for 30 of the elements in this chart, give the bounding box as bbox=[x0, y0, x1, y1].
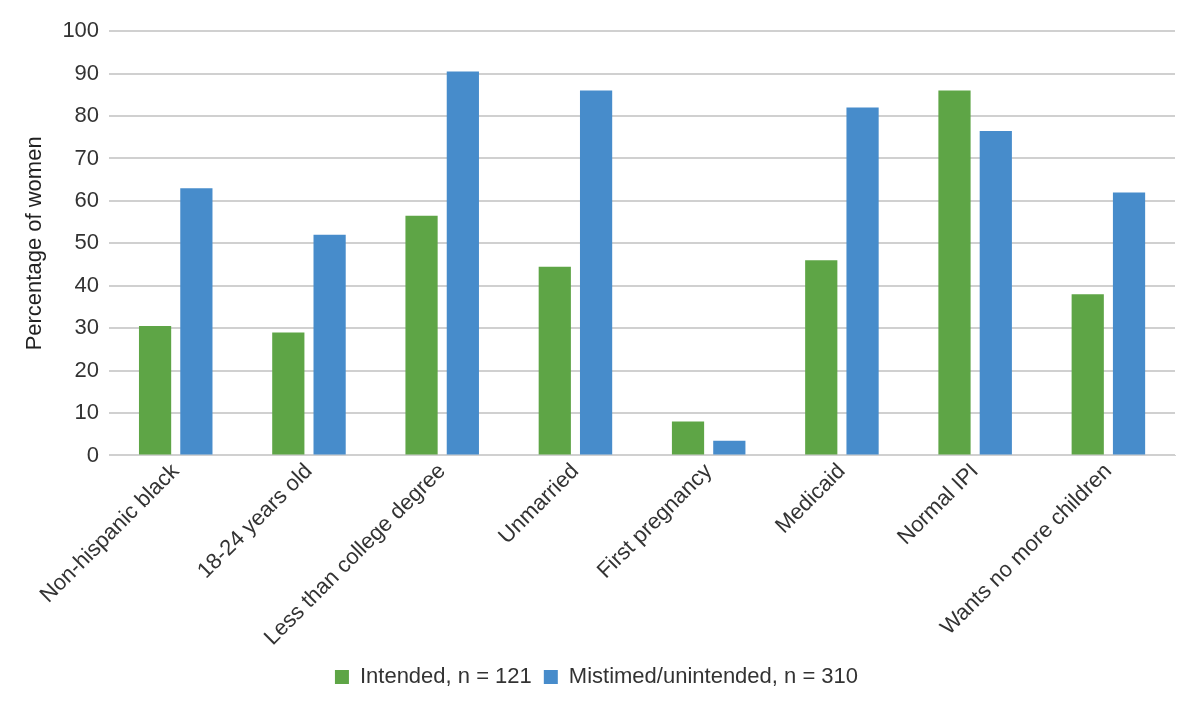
legend-label: Mistimed/unintended, n = 310 bbox=[568, 663, 859, 689]
bar bbox=[579, 90, 613, 455]
bar bbox=[446, 71, 479, 455]
bar bbox=[405, 215, 438, 455]
bar bbox=[313, 234, 346, 455]
y-tick-label: 50 bbox=[74, 229, 100, 255]
y-tick-label: 10 bbox=[74, 399, 100, 425]
bar bbox=[979, 130, 1012, 455]
bar bbox=[713, 440, 746, 455]
legend-label: Intended, n = 121 bbox=[359, 663, 532, 689]
bar bbox=[138, 326, 172, 455]
y-tick-label: 80 bbox=[74, 102, 100, 128]
y-tick-label: 60 bbox=[74, 186, 100, 212]
bar bbox=[938, 90, 971, 455]
y-tick-label: 70 bbox=[74, 144, 100, 170]
bar bbox=[805, 260, 838, 455]
y-tick-label: 100 bbox=[62, 17, 100, 43]
bar bbox=[1071, 294, 1104, 455]
bar bbox=[272, 332, 305, 455]
y-tick-label: 0 bbox=[86, 441, 100, 467]
bar bbox=[1112, 192, 1146, 455]
bar bbox=[846, 107, 879, 455]
bar bbox=[538, 266, 571, 455]
y-tick-label: 20 bbox=[74, 356, 100, 382]
y-tick-label: 40 bbox=[74, 271, 100, 297]
y-tick-label: 30 bbox=[74, 314, 100, 340]
bar bbox=[180, 188, 213, 455]
y-tick-label: 90 bbox=[74, 59, 100, 85]
bar bbox=[671, 421, 705, 455]
y-axis-title: Percentage of women bbox=[21, 136, 47, 351]
